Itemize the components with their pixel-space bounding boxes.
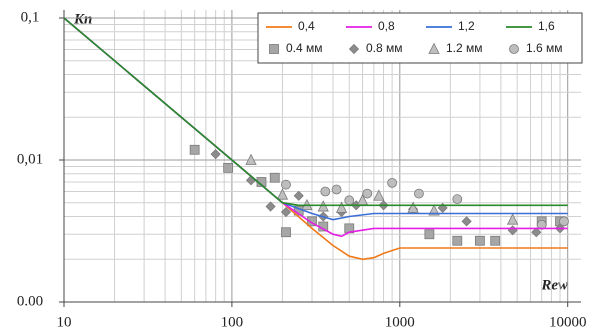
legend-label: 0.8 мм <box>366 41 403 55</box>
square-marker <box>490 235 501 246</box>
legend-label: 1,2 <box>458 19 475 33</box>
circle-marker <box>559 216 569 227</box>
square-marker <box>269 172 280 183</box>
y-tick-label: 0,01 <box>17 151 43 167</box>
circle-marker <box>452 194 463 205</box>
legend-box <box>257 12 583 64</box>
square-marker <box>223 162 234 173</box>
x-tick-label: 1000 <box>385 314 415 330</box>
triangle-marker <box>428 42 440 54</box>
diamond-marker <box>210 149 221 160</box>
triangle-marker <box>276 188 289 200</box>
triangle-marker <box>407 201 419 213</box>
triangle-marker <box>335 201 348 213</box>
circle-marker <box>281 179 291 190</box>
y-tick-label: 0,1 <box>21 9 40 25</box>
x-tick-label: 10 <box>57 314 72 330</box>
legend-label: 1,6 <box>538 19 555 33</box>
square-marker <box>189 144 200 155</box>
legend: 0,4 0,8 1,2 1,6 0.4 мм 0.8 мм 1.2 мм 1.6 мм <box>257 12 583 64</box>
legend-label: 0,4 <box>298 19 315 33</box>
square-marker <box>424 229 435 240</box>
x-tick-label: 100 <box>221 314 244 330</box>
circle-marker <box>387 177 398 188</box>
diamond-marker <box>265 201 276 212</box>
square-marker <box>475 235 485 246</box>
y-axis-label: Kn <box>73 11 92 27</box>
square-marker <box>452 235 463 246</box>
diamond-marker <box>293 190 304 201</box>
diamond-marker <box>507 225 518 236</box>
x-axis-label: Rew <box>540 277 569 293</box>
triangle-marker <box>507 213 519 225</box>
diamond-marker <box>531 227 542 238</box>
diamond-marker <box>280 206 292 218</box>
circle-marker <box>344 195 355 206</box>
circle-marker <box>509 44 519 54</box>
circle-marker <box>331 184 342 195</box>
square-marker <box>281 227 291 238</box>
x-tick-label: 10000 <box>549 314 587 330</box>
y-tick-label: 0.00 <box>17 293 43 309</box>
triangle-marker <box>373 189 385 201</box>
data-line <box>63 17 568 207</box>
triangle-marker <box>245 153 257 165</box>
square-marker <box>307 216 317 227</box>
legend-label: 0.4 мм <box>286 41 323 55</box>
triangle-marker <box>428 204 440 216</box>
circle-marker <box>536 219 547 230</box>
circle-marker <box>414 188 424 199</box>
diamond-marker <box>348 43 360 55</box>
diamond-marker <box>461 216 472 227</box>
circle-marker <box>320 186 331 197</box>
legend-label: 1.6 мм <box>526 41 563 55</box>
square-marker <box>269 44 279 54</box>
legend-label: 0,8 <box>378 19 395 33</box>
legend-label: 1.2 мм <box>446 41 483 55</box>
circle-marker <box>362 188 373 199</box>
